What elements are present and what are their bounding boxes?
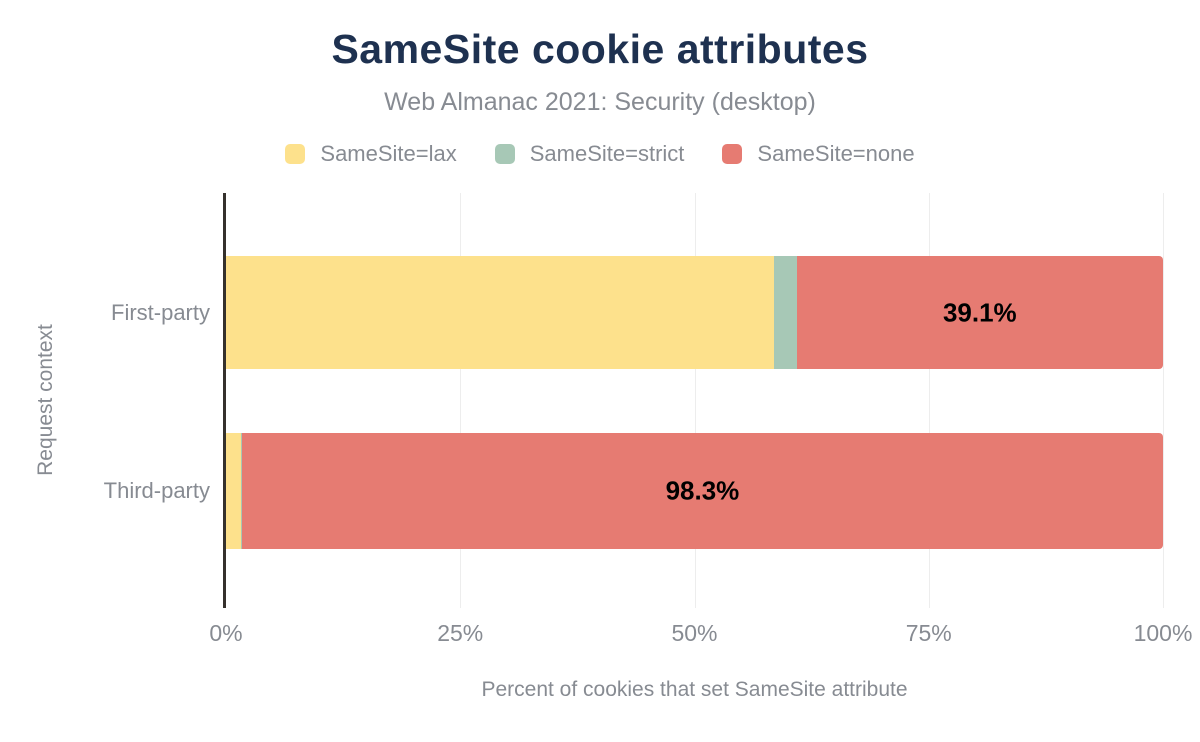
bar-value-label: 98.3% [665, 475, 740, 506]
bar-segment-strict[interactable] [240, 433, 242, 549]
bar-segment-lax[interactable] [226, 433, 241, 549]
legend-swatch-icon [285, 144, 306, 164]
legend-item[interactable]: SameSite=lax [285, 141, 457, 167]
bar-segment-none[interactable]: 98.3% [241, 433, 1163, 549]
category-label: Third-party [103, 478, 210, 503]
category-label: First-party [111, 299, 210, 325]
chart-subtitle: Web Almanac 2021: Security (desktop) [384, 88, 816, 116]
bar-segment-lax[interactable] [226, 256, 775, 369]
legend-label: SameSite=none [757, 141, 915, 166]
bar-row-first-party: 39.1% [226, 256, 1163, 369]
plot-area: 39.1% First-party 98.3% Third-party 0% 25% 50%… [104, 193, 1192, 646]
x-axis-title: Percent of cookies that set SameSite att… [481, 678, 908, 701]
gridline [460, 193, 462, 608]
gridline [694, 193, 696, 608]
legend-label: SameSite=strict [529, 141, 685, 166]
legend: SameSite=lax SameSite=strict SameSite=none [0, 141, 1200, 167]
bar-row-third-party: 98.3% [226, 433, 1163, 549]
chart-title: SameSite cookie attributes [331, 26, 869, 72]
gridline [928, 193, 930, 608]
legend-item[interactable]: SameSite=none [722, 141, 915, 167]
gridline [1163, 193, 1164, 608]
legend-swatch-icon [722, 144, 743, 164]
bar-value-label: 39.1% [942, 297, 1017, 327]
legend-item[interactable]: SameSite=strict [494, 141, 685, 167]
x-tick-label: 50% [671, 620, 718, 646]
bar-segment-strict[interactable] [774, 256, 797, 369]
y-axis-line [223, 193, 226, 608]
legend-label: SameSite=lax [320, 141, 457, 166]
y-axis-title: Request context [34, 324, 57, 476]
x-tick-label: 25% [437, 620, 484, 646]
x-tick-label: 75% [905, 620, 952, 646]
x-tick-label: 100% [1133, 620, 1193, 646]
bar-segment-none[interactable]: 39.1% [796, 256, 1163, 369]
legend-swatch-icon [494, 144, 515, 164]
x-tick-label: 0% [209, 620, 243, 646]
